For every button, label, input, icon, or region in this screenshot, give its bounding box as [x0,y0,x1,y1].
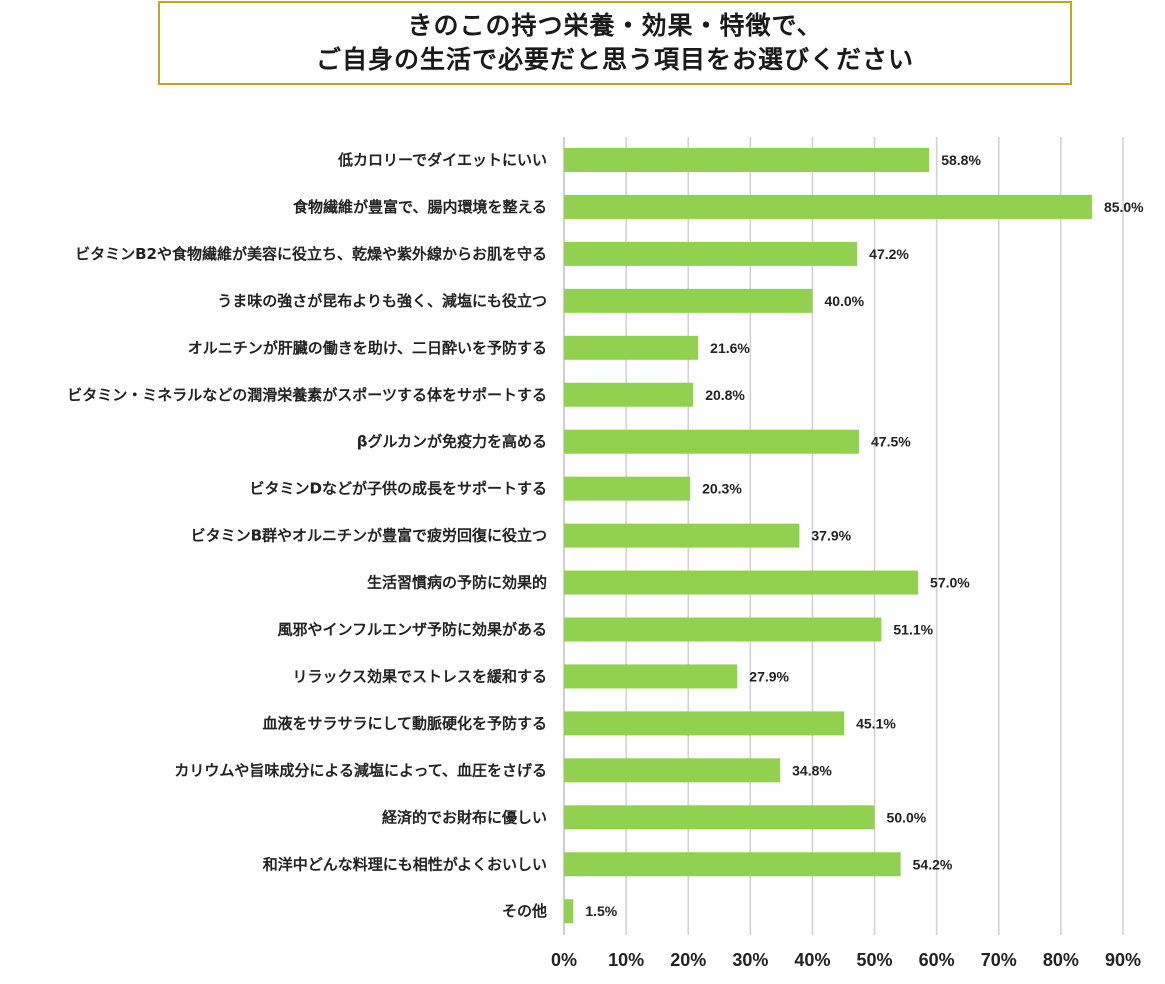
chart-title-line-2: ご自身の生活で必要だと思う項目をお選びください [315,45,914,74]
value-labels: 58.8% 85.0% 47.2% 40.0% 21.6% 20.8% 47.5% 20.3%… [585,152,1144,919]
value-label: 47.2% [869,246,909,262]
category-label: 食物繊維が豊富で、腸内環境を整える [293,198,547,216]
bar [564,382,694,407]
category-label: 和洋中どんな料理にも相性がよくおいしい [263,855,547,873]
bar [564,805,875,830]
x-tick-label: 20% [670,950,706,970]
x-tick-label: 30% [732,950,768,970]
category-label: 低カロリーでダイエットにいい [337,151,547,169]
bar [564,852,901,877]
bar [564,194,1092,219]
value-label: 40.0% [824,293,864,309]
category-label: βグルカンが免疫力を高める [357,433,547,451]
x-tick-label: 70% [981,950,1017,970]
x-tick-label: 50% [857,950,893,970]
value-label: 47.5% [871,434,911,450]
category-label: リラックス効果でストレスを緩和する [292,667,547,685]
bar [564,570,919,595]
bar [564,335,699,360]
value-label: 57.0% [930,575,970,591]
bar [564,758,781,783]
value-label: 51.1% [893,622,933,638]
category-label: 生活習慣病の予防に効果的 [367,574,547,592]
bar [564,476,691,501]
value-label: 37.9% [811,528,851,544]
category-label: ビタミン・ミネラルなどの潤滑栄養素がスポーツする体をサポートする [67,386,547,404]
bars [564,148,1092,924]
value-label: 20.8% [705,387,745,403]
x-tick-label: 60% [919,950,955,970]
chart-title-line-1: きのこの持つ栄養・効果・特徴で、 [407,11,823,40]
x-tick-label: 80% [1043,950,1079,970]
category-labels: 低カロリーでダイエットにいい食物繊維が豊富で、腸内環境を整えるビタミンB2や食物… [67,151,547,920]
x-tick-label: 0% [551,950,577,970]
value-label: 54.2% [913,856,953,872]
category-label: 血液をサラサラにして動脈硬化を予防する [262,714,547,732]
category-label: その他 [502,902,547,920]
value-label: 21.6% [710,340,750,356]
bar [564,288,813,313]
x-tick-label: 10% [608,950,644,970]
value-label: 85.0% [1104,199,1144,215]
value-label: 1.5% [585,903,617,919]
x-tick-label: 40% [794,950,830,970]
value-label: 20.3% [702,481,742,497]
category-label: ビタミンB群やオルニチンが豊富で疲労回復に役立つ [191,527,547,545]
bar [564,523,800,548]
category-label: オルニチンが肝臓の働きを助け、二日酔いを予防する [188,339,547,357]
bar [564,148,930,172]
category-label: 経済的でお財布に優しい [382,808,547,826]
category-label: カリウムや旨味成分による減塩によって、血圧をさげる [174,761,547,779]
category-label: ビタミンDなどが子供の成長をサポートする [250,480,547,498]
category-label: 風邪やインフルエンザ予防に効果がある [277,621,547,639]
value-label: 34.8% [792,762,832,778]
bar [564,617,882,642]
value-label: 45.1% [856,715,896,731]
bar [564,899,574,924]
value-label: 50.0% [887,809,927,825]
category-label: うま味の強さが昆布よりも強く、減塩にも役立つ [217,292,547,310]
bar [564,711,845,736]
x-tick-label: 90% [1105,950,1141,970]
chart-title-box: きのこの持つ栄養・効果・特徴で、 ご自身の生活で必要だと思う項目をお選びください [158,1,1072,85]
value-label: 58.8% [941,152,981,168]
bar [564,664,738,689]
x-axis-tick-labels: 0% 10% 20% 30% 40% 50% 60% 70% 80% 90% [551,950,1141,970]
category-label: ビタミンB2や食物繊維が美容に役立ち、乾燥や紫外線からお肌を守る [75,245,547,263]
bar [564,429,860,454]
bar [564,241,858,266]
value-label: 27.9% [749,668,789,684]
